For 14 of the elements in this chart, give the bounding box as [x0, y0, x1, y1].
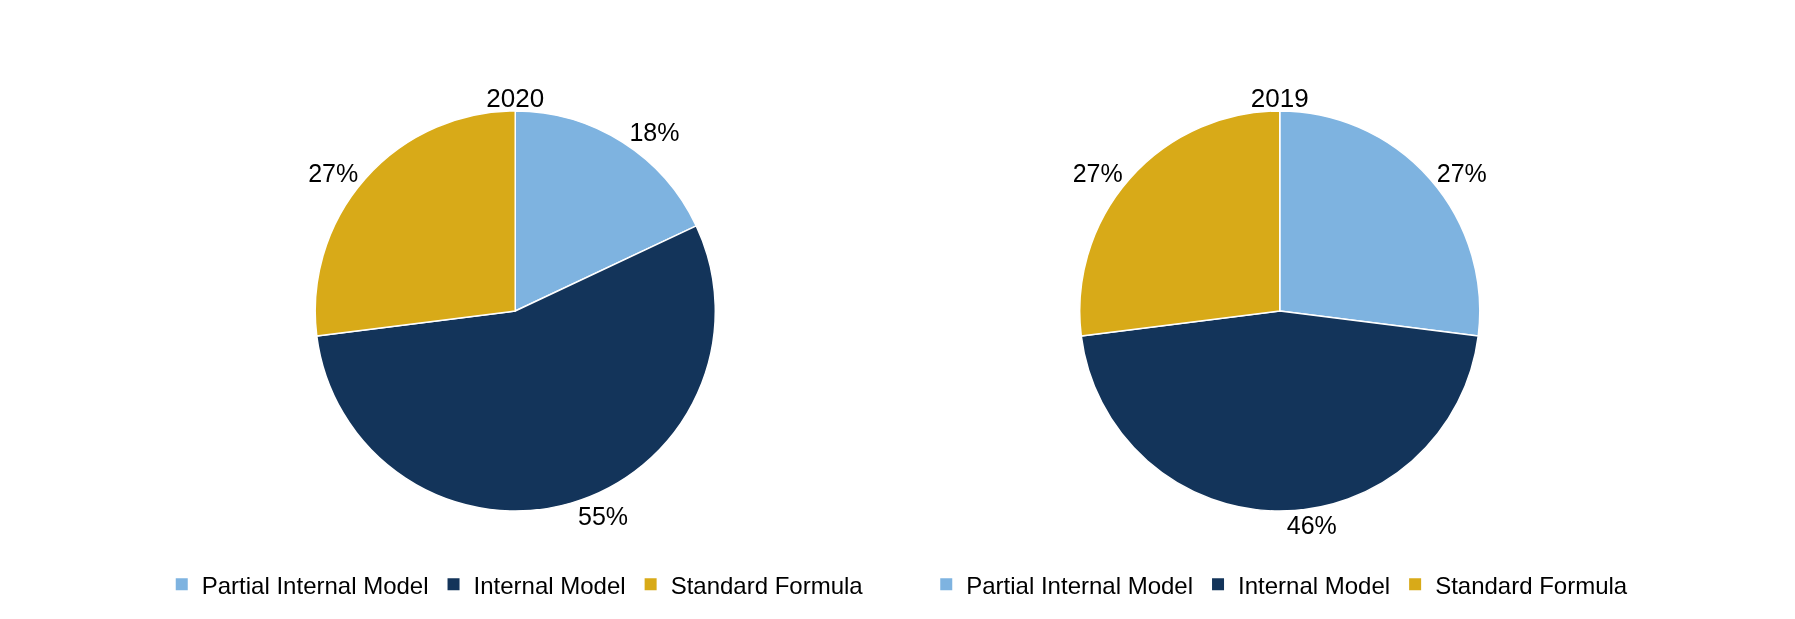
data-label: 18% [629, 118, 680, 147]
data-label: 27% [1072, 158, 1123, 187]
legend-label: Partial Internal Model [201, 571, 429, 599]
legend-label: Internal Model [1238, 571, 1391, 599]
data-label: 27% [1436, 158, 1487, 187]
chart-title: 2020 [486, 82, 545, 113]
data-label: 46% [1286, 511, 1337, 540]
legend-label: Internal Model [473, 571, 626, 599]
legend-label: Standard Formula [670, 571, 864, 599]
chart-title: 2019 [1250, 82, 1309, 113]
legend-label: Standard Formula [1435, 571, 1628, 599]
data-label: 27% [308, 158, 359, 187]
legend-label: Partial Internal Model [966, 571, 1194, 599]
data-label: 55% [578, 502, 629, 531]
